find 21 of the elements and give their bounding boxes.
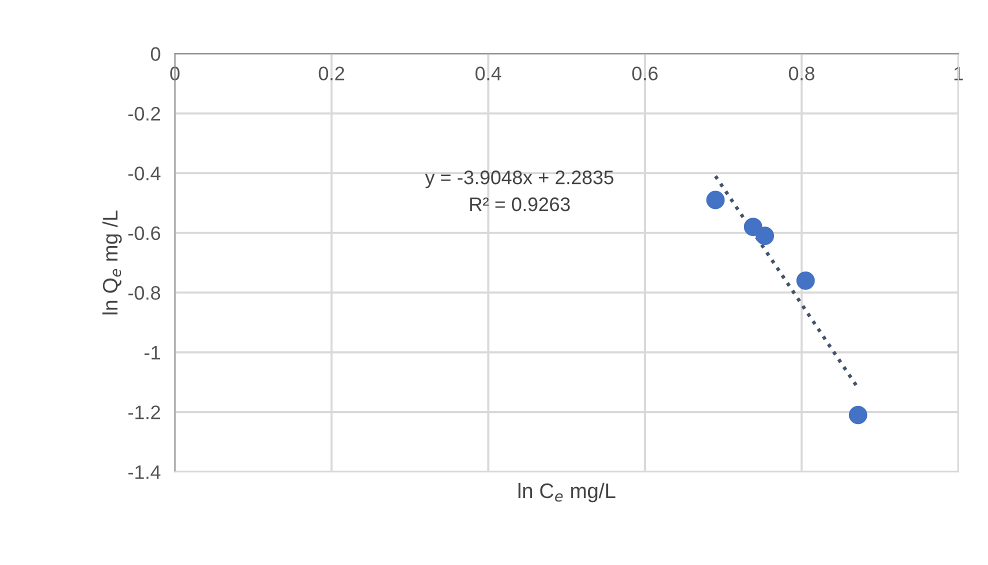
y-tick-label: -1.4 — [128, 465, 160, 479]
x-tick-label: 0.4 — [476, 66, 502, 80]
y-tick-label: -1.2 — [128, 406, 160, 420]
annotation: y = -3.9048x + 2.2835 — [425, 170, 614, 188]
y-tick-label: 0 — [150, 47, 160, 61]
y-tick-label: -0.8 — [128, 286, 160, 300]
point — [744, 218, 762, 236]
y-tick-label: -0.6 — [128, 226, 160, 240]
x-tick-label: 0.6 — [632, 66, 658, 80]
x-tick-label: 0.2 — [318, 66, 344, 80]
x-tick-label: 0.8 — [788, 66, 814, 80]
point — [796, 271, 815, 290]
point — [756, 226, 774, 246]
y-tick-label: -1 — [144, 346, 160, 360]
point — [848, 406, 868, 424]
y-tick-label: -0.2 — [128, 106, 160, 121]
point — [706, 190, 725, 210]
y-tick-label: -0.4 — [128, 166, 160, 180]
y-axis-title: ln Q$_{e}$ mg /L — [102, 210, 122, 314]
annotation: R² = 0.9263 — [470, 197, 570, 212]
x-axis-title: ln C$_{e}$ mg/L — [518, 482, 616, 502]
